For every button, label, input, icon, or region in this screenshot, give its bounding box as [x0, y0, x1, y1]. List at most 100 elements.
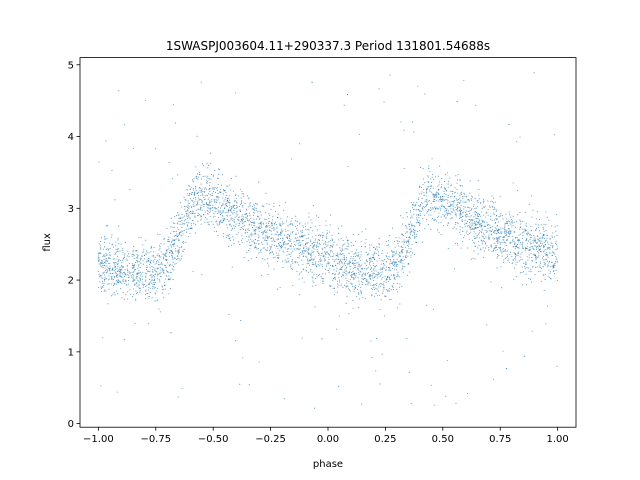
data-point: [201, 273, 203, 276]
data-point: [145, 267, 147, 269]
data-point: [551, 243, 553, 245]
data-point: [325, 237, 327, 239]
data-point: [456, 207, 459, 209]
data-point: [531, 216, 533, 218]
data-point: [473, 237, 476, 240]
data-point: [232, 217, 234, 219]
data-point: [371, 295, 373, 297]
data-point: [340, 254, 342, 256]
data-point: [123, 271, 125, 274]
data-point: [369, 262, 371, 264]
data-point: [518, 239, 520, 241]
data-point: [402, 265, 404, 267]
data-point: [369, 260, 371, 262]
data-point: [338, 271, 340, 274]
data-point: [451, 217, 453, 219]
data-point: [522, 243, 524, 245]
data-point: [153, 261, 155, 263]
data-point: [221, 214, 223, 216]
data-point: [341, 253, 343, 256]
data-point: [521, 243, 523, 245]
data-point: [281, 230, 283, 232]
data-point: [494, 230, 496, 232]
data-point: [247, 198, 249, 200]
data-point: [499, 195, 501, 197]
data-point: [109, 254, 111, 256]
data-point: [122, 279, 124, 281]
data-point: [517, 214, 519, 216]
data-point: [387, 277, 389, 279]
data-point: [430, 207, 432, 209]
data-point: [529, 233, 531, 235]
data-point: [351, 286, 354, 288]
data-point: [348, 252, 350, 254]
data-point: [351, 284, 353, 286]
data-point: [132, 278, 134, 280]
y-tick-label: 3: [68, 204, 74, 215]
data-point: [152, 271, 154, 273]
data-point: [177, 258, 179, 260]
data-point: [445, 209, 447, 212]
data-point: [526, 233, 528, 235]
data-point: [432, 200, 435, 202]
data-point: [307, 261, 309, 263]
data-point: [406, 230, 408, 233]
data-point: [309, 239, 311, 241]
data-point: [388, 244, 390, 246]
data-point: [383, 263, 385, 265]
data-point: [330, 239, 332, 241]
data-point: [545, 211, 547, 213]
data-point: [339, 279, 341, 281]
data-point: [470, 215, 472, 217]
data-point: [250, 217, 252, 220]
data-point: [148, 284, 150, 286]
data-point: [345, 264, 347, 267]
data-point: [253, 218, 255, 220]
data-point: [274, 240, 276, 242]
data-point: [546, 241, 548, 243]
data-point: [535, 223, 537, 225]
data-point: [470, 210, 472, 212]
data-point: [223, 208, 226, 210]
data-point: [348, 261, 350, 263]
data-point: [293, 248, 296, 250]
data-point: [525, 224, 527, 226]
data-point: [376, 288, 378, 290]
data-point: [200, 204, 202, 206]
data-point: [177, 211, 179, 213]
data-point: [372, 268, 375, 270]
data-point: [378, 246, 380, 248]
data-point: [281, 221, 283, 223]
data-point: [469, 192, 471, 194]
data-point: [485, 243, 487, 245]
data-point: [438, 212, 440, 214]
data-point: [184, 198, 186, 200]
data-point: [197, 214, 199, 217]
data-point: [400, 245, 403, 247]
data-point: [313, 407, 316, 409]
data-point: [247, 206, 249, 208]
data-point: [148, 252, 150, 254]
data-point: [321, 338, 323, 340]
data-point: [296, 221, 298, 223]
data-point: [207, 205, 209, 207]
data-point: [409, 233, 411, 235]
data-point: [522, 241, 524, 243]
data-point: [447, 224, 449, 226]
data-point: [109, 242, 111, 244]
data-point: [348, 263, 350, 265]
data-point: [458, 217, 461, 219]
data-point: [405, 241, 407, 243]
x-tick-label: −0.75: [140, 434, 171, 445]
data-point: [337, 258, 340, 261]
data-point: [156, 260, 158, 262]
data-point: [482, 235, 484, 237]
data-point: [403, 265, 405, 267]
data-point: [142, 260, 144, 262]
data-point: [445, 173, 447, 175]
data-point: [348, 313, 350, 315]
data-point: [112, 269, 114, 271]
data-point: [299, 248, 301, 250]
data-point: [284, 259, 286, 261]
data-point: [373, 295, 376, 297]
